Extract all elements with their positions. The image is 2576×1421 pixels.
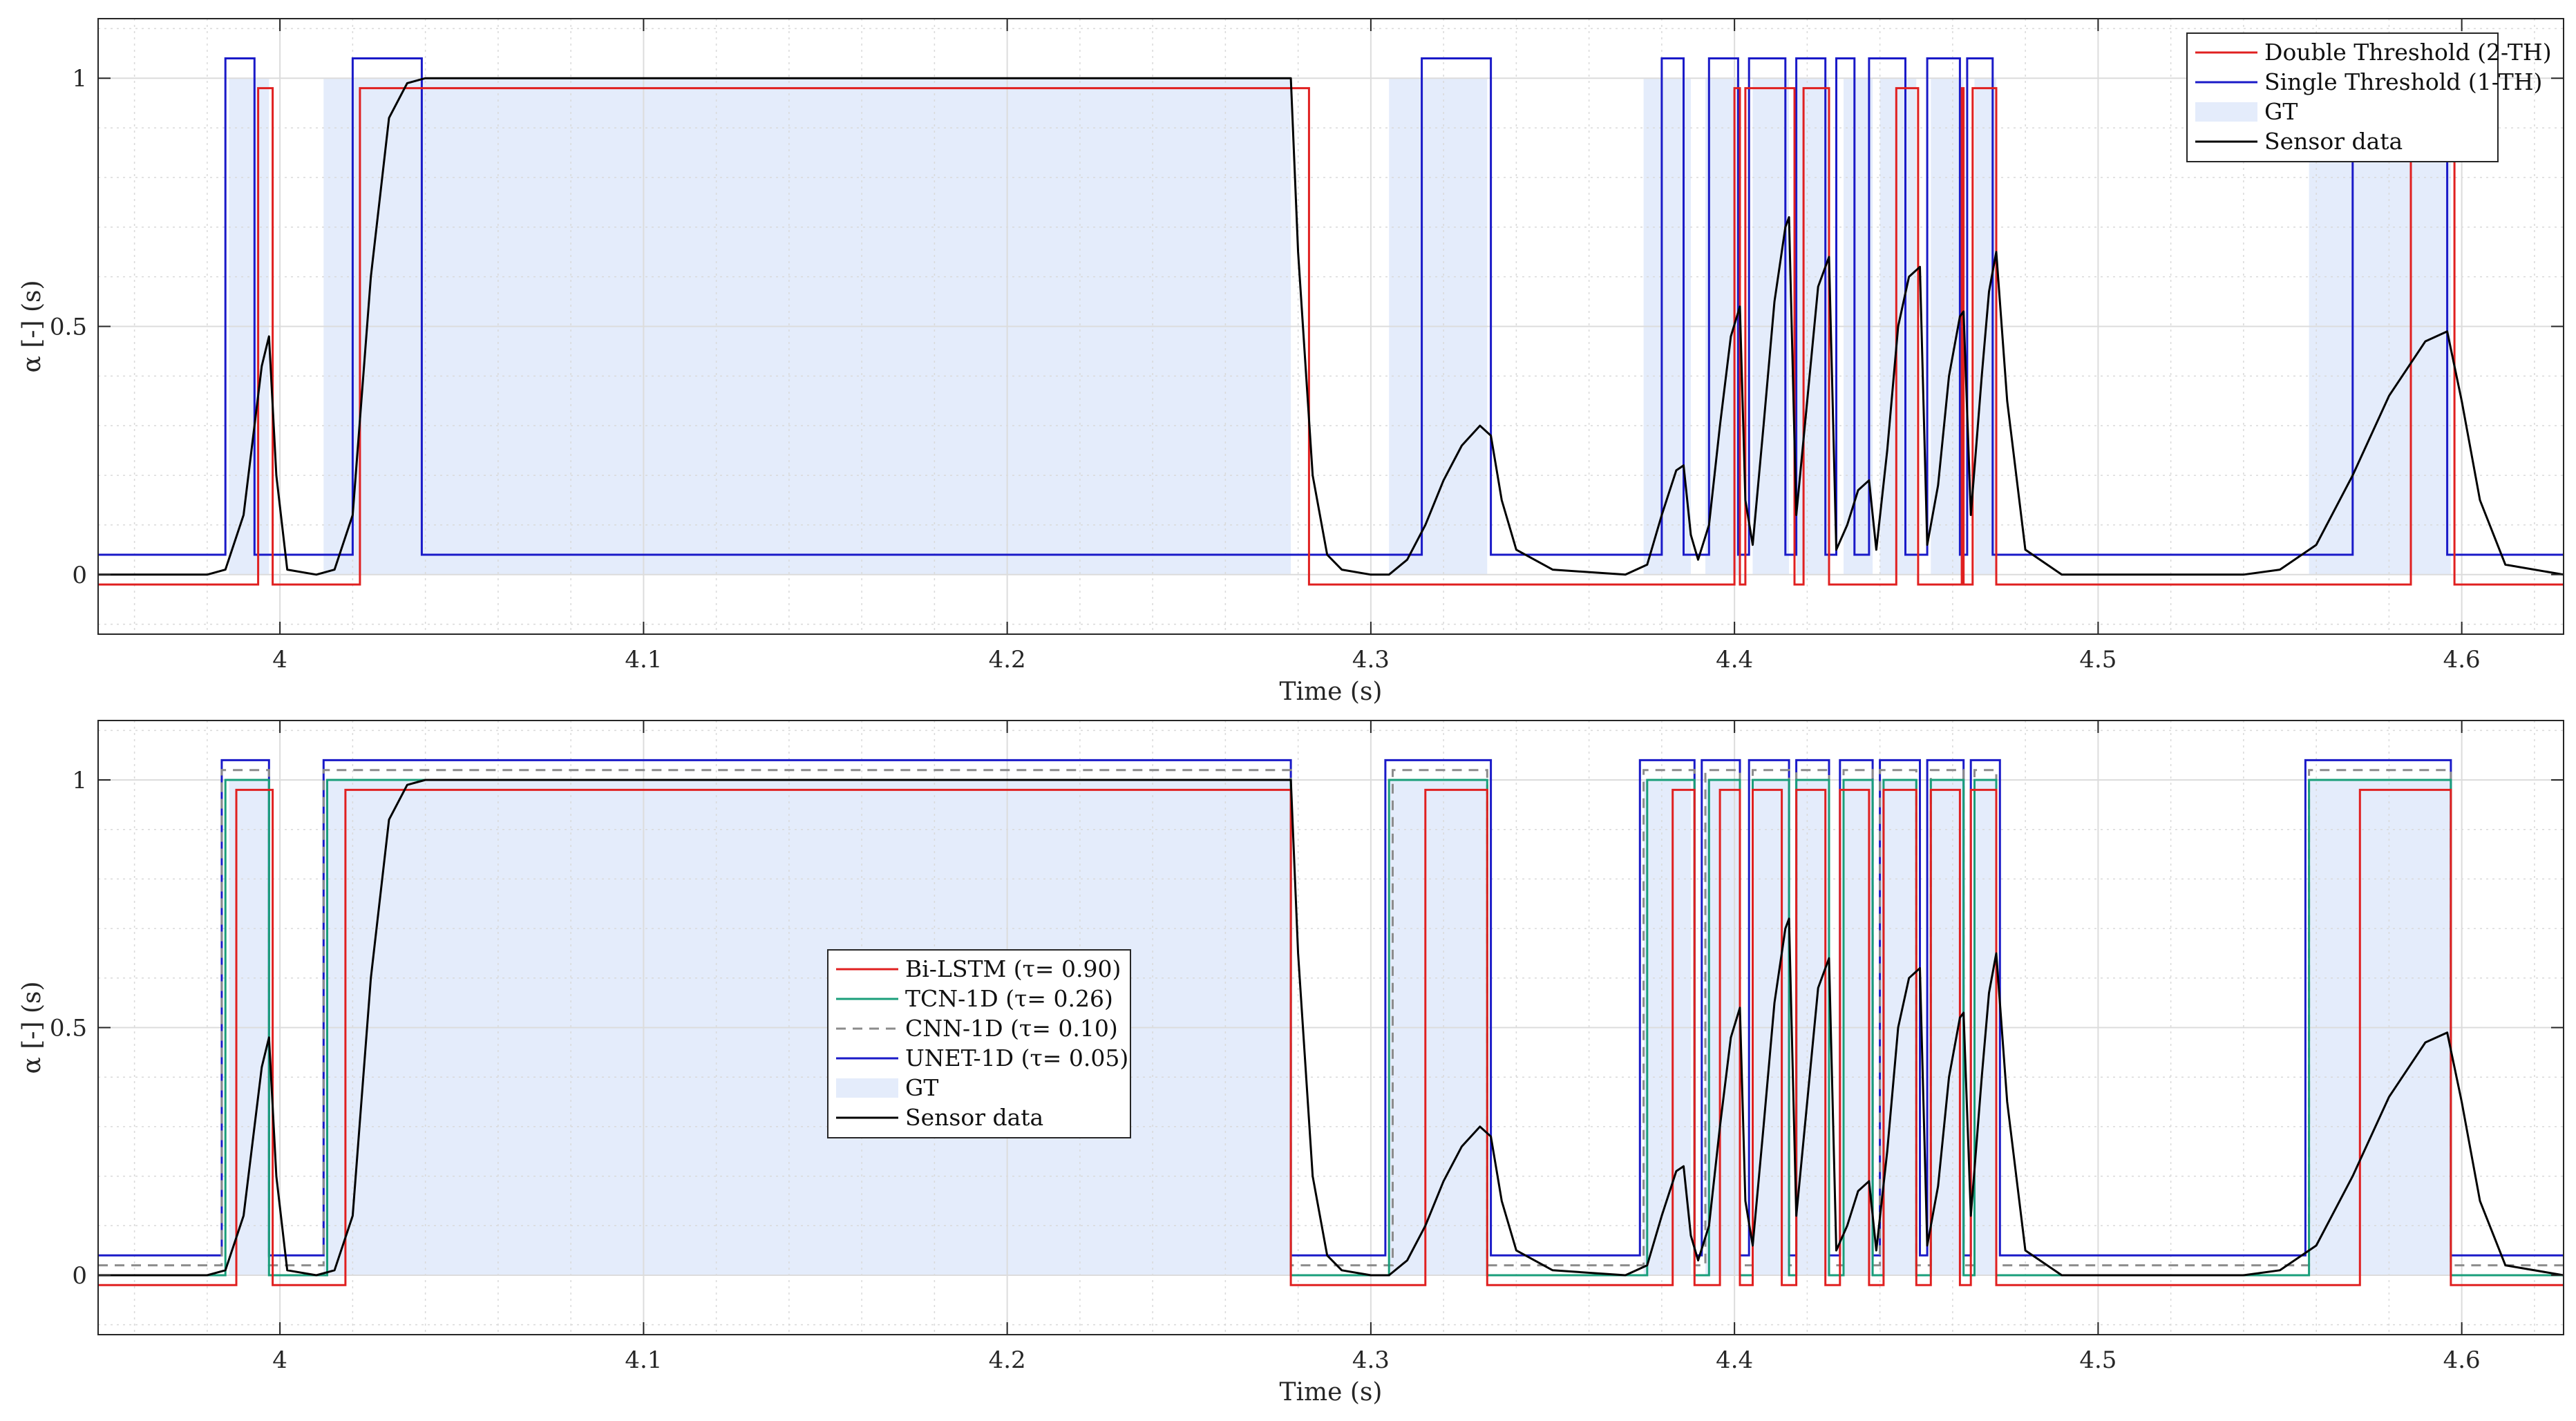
legend-label: UNET-1D (τ= 0.05) bbox=[905, 1045, 1128, 1071]
legend-item: CNN-1D (τ= 0.10) bbox=[836, 1015, 1118, 1042]
legend-label: Single Threshold (1-TH) bbox=[2264, 68, 2542, 95]
x-tick-label: 4 bbox=[272, 1346, 287, 1374]
legend-item: Sensor data bbox=[2195, 128, 2403, 155]
series-line bbox=[98, 769, 2564, 1267]
x-tick-label: 4.2 bbox=[989, 1346, 1026, 1374]
sensor-data-line bbox=[98, 77, 2564, 576]
x-axis-label: Time (s) bbox=[1280, 1378, 1383, 1406]
legend-item: TCN-1D (τ= 0.26) bbox=[836, 985, 1113, 1012]
legend-label: Double Threshold (2-TH) bbox=[2264, 39, 2552, 66]
y-tick-label: 1 bbox=[72, 65, 87, 93]
sensor-data-line bbox=[98, 779, 2564, 1277]
series-line bbox=[98, 57, 2564, 556]
legend-label: Sensor data bbox=[2264, 128, 2403, 155]
legend-label: CNN-1D (τ= 0.10) bbox=[905, 1015, 1118, 1042]
legend: Bi-LSTM (τ= 0.90) TCN-1D (τ= 0.26) CNN-1D … bbox=[827, 949, 1131, 1138]
legend-item: Sensor data bbox=[836, 1104, 1043, 1131]
legend: Double Threshold (2-TH)Single Threshold … bbox=[2186, 32, 2552, 162]
legend-box bbox=[2186, 32, 2499, 162]
x-tick-label: 4.5 bbox=[2079, 1346, 2116, 1374]
legend-item: GT bbox=[836, 1074, 938, 1101]
x-tick-label: 4.4 bbox=[1716, 1346, 1753, 1374]
y-axis-label: α [-] (s) bbox=[18, 280, 46, 372]
x-tick-label: 4 bbox=[272, 646, 287, 674]
x-tick-label: 4.4 bbox=[1716, 646, 1753, 674]
legend-label: GT bbox=[905, 1074, 938, 1101]
legend-item: UNET-1D (τ= 0.05) bbox=[836, 1045, 1128, 1071]
y-tick-label: 1 bbox=[72, 767, 87, 794]
x-tick-label: 4.6 bbox=[2443, 1346, 2481, 1374]
x-tick-label: 4.2 bbox=[989, 646, 1026, 674]
x-tick-label: 4.3 bbox=[1352, 1346, 1390, 1374]
legend-item: Single Threshold (1-TH) bbox=[2195, 68, 2542, 95]
x-tick-label: 4.6 bbox=[2443, 646, 2481, 674]
y-tick-label: 0 bbox=[72, 562, 87, 589]
legend-item: GT bbox=[2195, 98, 2298, 125]
y-tick-label: 0.5 bbox=[50, 314, 87, 341]
legend-swatch bbox=[2195, 102, 2257, 122]
legend-box bbox=[827, 949, 1131, 1138]
bottom-chart-panel: 4 4.1 4.2 4.3 4.4 4.5 4.6 0 0.5 1 Time (s) α [-] (s… bbox=[18, 720, 2564, 1406]
legend-item: Double Threshold (2-TH) bbox=[2195, 39, 2552, 66]
legend-swatch bbox=[836, 1078, 898, 1098]
y-tick-label: 0.5 bbox=[50, 1015, 87, 1042]
x-tick-label: 4.5 bbox=[2079, 646, 2116, 674]
y-axis-label: α [-] (s) bbox=[18, 981, 46, 1074]
legend-label: Sensor data bbox=[905, 1104, 1043, 1131]
x-tick-label: 4.3 bbox=[1352, 646, 1390, 674]
y-tick-label: 0 bbox=[72, 1262, 87, 1290]
series-line bbox=[98, 779, 2564, 1277]
x-tick-label: 4.1 bbox=[625, 646, 662, 674]
series-line bbox=[98, 87, 2564, 586]
legend-label: TCN-1D (τ= 0.26) bbox=[905, 985, 1113, 1012]
legend-item: Bi-LSTM (τ= 0.90) bbox=[836, 955, 1121, 982]
top-chart-panel: 4 4.1 4.2 4.3 4.4 4.5 4.6 0 0.5 1 Time (s) α [-] (s… bbox=[18, 18, 2564, 706]
x-axis-label: Time (s) bbox=[1280, 678, 1383, 706]
legend-label: GT bbox=[2264, 98, 2298, 125]
series-line bbox=[98, 759, 2564, 1257]
series-line bbox=[98, 788, 2564, 1286]
x-tick-label: 4.1 bbox=[625, 1346, 662, 1374]
legend-label: Bi-LSTM (τ= 0.90) bbox=[905, 955, 1121, 982]
